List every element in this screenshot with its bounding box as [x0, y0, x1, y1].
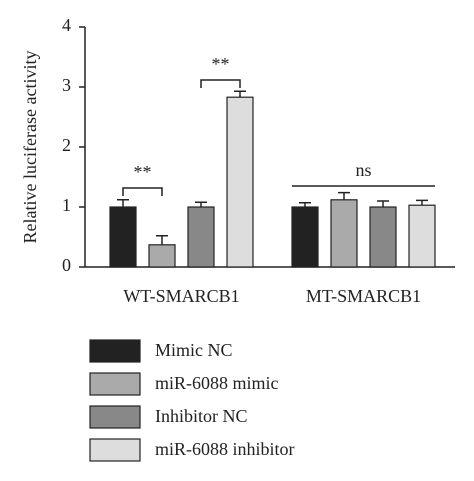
legend-swatch — [89, 405, 141, 429]
bar — [330, 199, 358, 268]
legend-label: Inhibitor NC — [155, 406, 248, 426]
legend-label: miR-6088 inhibitor — [155, 439, 295, 459]
bar — [109, 206, 137, 268]
error-bar — [117, 199, 129, 207]
bar — [291, 206, 319, 268]
y-tick-label: 1 — [62, 195, 71, 215]
bar — [408, 204, 436, 268]
legend-label: Mimic NC — [155, 340, 233, 360]
bar — [226, 96, 254, 268]
legend-swatch — [89, 339, 141, 363]
significance-label: ** — [212, 54, 230, 74]
error-bar — [338, 191, 350, 200]
significance-bracket — [200, 79, 241, 88]
x-tick-label: WT-SMARCB1 — [123, 286, 239, 306]
significance-bracket — [122, 187, 163, 196]
bar — [148, 244, 176, 268]
y-axis-title: Relative luciferase activity — [20, 51, 40, 244]
y-tick-label: 0 — [62, 255, 71, 275]
x-tick-label: MT-SMARCB1 — [306, 286, 421, 306]
y-tick-label: 2 — [62, 135, 71, 155]
error-bar — [195, 201, 207, 207]
legend-label: miR-6088 mimic — [155, 373, 279, 393]
error-bar — [299, 202, 311, 207]
bar — [187, 206, 215, 268]
error-bar — [156, 235, 168, 245]
error-bar — [377, 200, 389, 207]
y-tick-label: 3 — [62, 75, 71, 95]
bar — [369, 206, 397, 268]
significance-label: ns — [355, 160, 371, 180]
error-bar — [234, 90, 246, 98]
significance-label: ** — [134, 162, 152, 182]
legend-swatch — [89, 438, 141, 462]
legend-swatch — [89, 372, 141, 396]
error-bar — [416, 199, 428, 206]
y-tick-label: 4 — [62, 15, 71, 35]
